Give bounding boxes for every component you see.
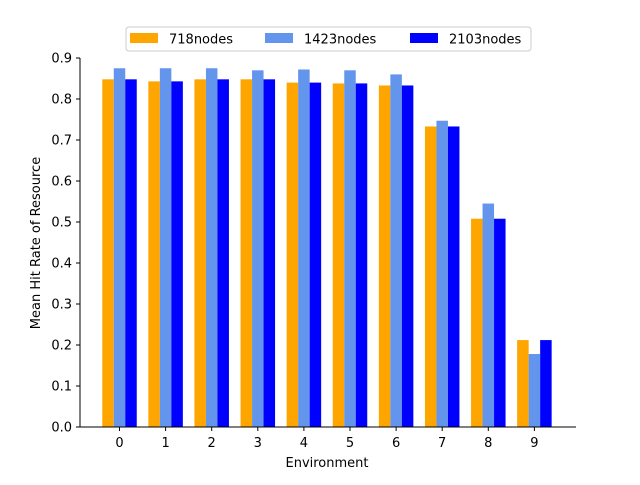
bar-2103nodes-env-8 — [494, 218, 506, 427]
bar-718nodes-env-3 — [240, 79, 253, 427]
bar-1423nodes-env-4 — [298, 69, 310, 427]
y-tick-label: 0.2 — [51, 339, 72, 354]
y-tick-label: 0.6 — [51, 175, 72, 190]
legend-swatch-718nodes — [130, 33, 158, 43]
x-tick-label: 0 — [115, 436, 123, 451]
bar-1423nodes-env-0 — [113, 68, 126, 427]
bar-1423nodes-env-7 — [436, 120, 448, 427]
bar-2103nodes-env-5 — [355, 83, 368, 428]
legend-swatch-1423nodes — [265, 33, 293, 43]
bar-718nodes-env-6 — [378, 85, 391, 427]
bar-1423nodes-env-3 — [252, 70, 264, 428]
bar-2103nodes-env-3 — [263, 79, 276, 427]
bar-2103nodes-env-1 — [171, 81, 183, 428]
y-tick-label: 0.4 — [51, 257, 72, 272]
x-tick-label: 2 — [208, 436, 216, 451]
x-tick-label: 4 — [300, 436, 308, 451]
bar-1423nodes-env-8 — [482, 203, 495, 427]
bar-2103nodes-env-2 — [217, 79, 229, 427]
bar-718nodes-env-5 — [332, 83, 345, 428]
x-tick-label: 3 — [254, 436, 262, 451]
bar-2103nodes-env-7 — [447, 126, 460, 427]
y-tick-label: 0.9 — [51, 52, 72, 67]
x-axis-label: Environment — [285, 456, 368, 471]
y-tick-label: 0.3 — [51, 298, 72, 313]
bar-718nodes-env-0 — [102, 79, 114, 427]
x-tick-label: 1 — [161, 436, 169, 451]
bars-layer — [102, 68, 552, 428]
x-tick-label: 7 — [438, 436, 446, 451]
y-axis-label: Mean Hit Rate of Resource — [29, 157, 44, 329]
bar-2103nodes-env-6 — [401, 85, 414, 427]
y-tick-label: 0.1 — [51, 380, 72, 395]
bar-718nodes-env-8 — [471, 218, 483, 427]
bar-718nodes-env-2 — [194, 79, 206, 427]
bar-1423nodes-env-1 — [159, 68, 172, 427]
x-tick-label: 8 — [484, 436, 492, 451]
legend-label-1423nodes: 1423nodes — [304, 33, 377, 48]
legend-label-2103nodes: 2103nodes — [449, 33, 522, 48]
y-tick-label: 0.5 — [51, 216, 72, 231]
legend-swatch-2103nodes — [410, 33, 438, 43]
axes-layer: 0.0 0.1 0.2 0.3 0.4 0.5 0.6 0.7 0.8 0.9 0 1 2 3 4 5 6 7 8 9 — [51, 52, 576, 451]
bar-1423nodes-env-2 — [205, 68, 218, 427]
y-tick-label: 0.7 — [51, 134, 72, 149]
bar-718nodes-env-1 — [148, 81, 160, 428]
bar-718nodes-env-7 — [424, 126, 437, 427]
legend: 718nodes 1423nodes 2103nodes — [125, 26, 532, 52]
x-tick-label: 6 — [392, 436, 400, 451]
bar-2103nodes-env-9 — [540, 340, 552, 427]
bar-718nodes-env-4 — [286, 82, 299, 427]
bar-2103nodes-env-0 — [125, 79, 137, 427]
bar-718nodes-env-9 — [517, 340, 529, 427]
y-tick-label: 0.0 — [51, 421, 72, 436]
x-tick-label: 9 — [530, 436, 538, 451]
y-tick-label: 0.8 — [51, 93, 72, 108]
legend-label-718nodes: 718nodes — [169, 33, 233, 48]
x-tick-label: 5 — [346, 436, 354, 451]
bar-2103nodes-env-4 — [309, 82, 322, 427]
bar-1423nodes-env-5 — [344, 70, 356, 428]
bar-1423nodes-env-6 — [390, 74, 402, 428]
bar-1423nodes-env-9 — [528, 354, 541, 427]
